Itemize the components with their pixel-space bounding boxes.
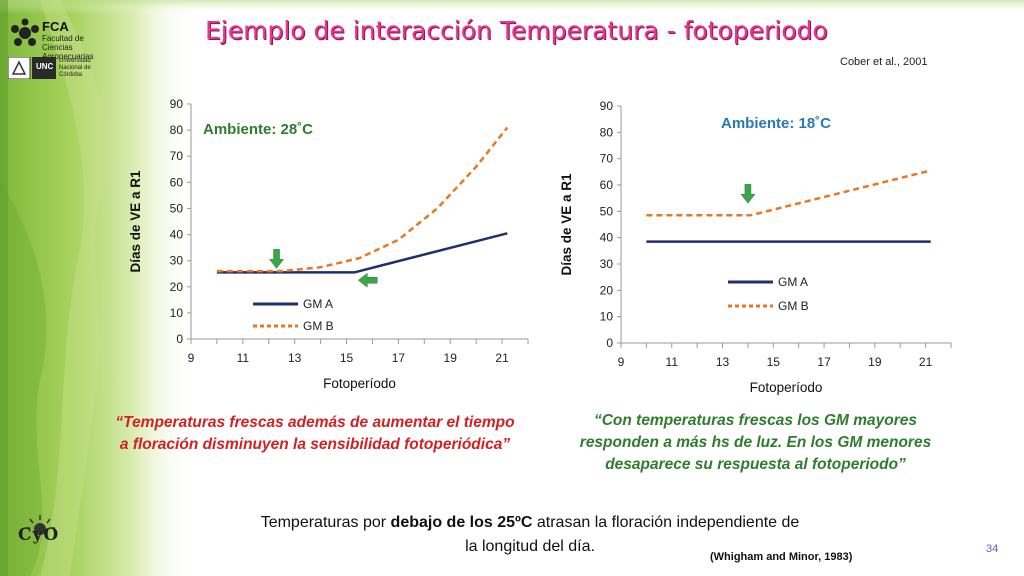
arrow-left-icon [357,272,378,288]
y-tick-label: 20 [600,283,614,297]
fca-logo: FCA Facultad de Ciencias Agropecuarias [8,18,94,61]
series-line-gm-a [216,232,508,274]
environment-annotation: Ambiente: 28˚C [203,121,313,138]
x-tick-label: 19 [444,351,458,365]
unc-name: UNC [36,62,54,71]
y-tick-label: 40 [600,231,614,245]
footer-text-post: atrasan la floración independiente de la… [465,514,800,555]
series-line-gm-b [646,169,932,217]
footer-text-bold: debajo de los 25ºC [390,514,533,531]
chart-18c: 0 10 20 30 40 50 60 70 80 90 9 11 13 15 17 19 21 Fotoperí… [559,99,952,395]
x-tick-label: 9 [618,355,625,369]
x-axis-label: Fotoperíodo [323,376,396,391]
y-tick-label: 20 [170,280,184,294]
chart-28c: 0 10 20 30 40 50 60 70 80 90 9 11 13 15 17 19 21 Fotoperí… [128,97,529,391]
environment-annotation: Ambiente: 18˚C [721,115,831,132]
quote-right: “Con temperaturas frescas los GM mayores… [579,412,932,473]
y-axis-label: Días de VE a R1 [559,173,574,276]
y-tick-label: 70 [170,149,184,163]
page-number: 34 [986,543,999,555]
y-tick-label: 10 [170,306,184,320]
legend-label: GM A [303,297,333,311]
y-tick-label: 50 [170,201,184,215]
arrow-down-icon [740,183,756,204]
y-tick-label: 40 [170,228,184,242]
y-tick-label: 30 [170,254,184,268]
y-tick-label: 80 [170,123,184,137]
x-tick-label: 15 [340,351,354,365]
footer-statement: Temperaturas por debajo de los 25ºC atra… [260,511,800,559]
sun-icon [25,515,55,535]
x-tick-label: 17 [392,351,406,365]
fca-emblem-icon [11,18,39,46]
y-tick-label: 0 [606,336,613,350]
citation: Cober et al., 2001 [840,56,928,68]
unc-logo: UNC Universidad Nacional de Córdoba [7,56,91,84]
x-tick-label: 13 [716,355,730,369]
slide-title: Ejemplo de interacción Temperatura - fot… [205,16,828,45]
y-tick-label: 30 [600,257,614,271]
legend-label: GM B [778,299,809,313]
x-tick-label: 21 [919,355,933,369]
legend-label: GM B [303,319,334,333]
y-tick-label: 90 [170,97,184,111]
unc-subtitle: Universidad Nacional de Córdoba [59,58,91,78]
y-axis-label: Días de VE a R1 [128,170,143,273]
fca-subtitle: Facultad de Ciencias Agropecuarias [42,34,94,61]
y-tick-label: 10 [600,310,614,324]
series-line-gm-b [216,126,509,273]
cyo-logo: CyO [12,515,68,546]
x-tick-label: 19 [868,355,882,369]
legend-label: GM A [778,275,808,289]
cyo-name: CyO [18,525,60,545]
y-tick-label: 0 [176,332,183,346]
x-tick-label: 11 [666,355,679,369]
y-tick-label: 60 [170,175,184,189]
fca-name: FCA [42,19,69,34]
y-tick-label: 60 [600,178,614,192]
y-tick-label: 50 [600,204,614,218]
y-tick-label: 80 [600,125,614,139]
reference: (Whigham and Minor, 1983) [710,551,853,563]
y-tick-label: 70 [600,152,614,166]
x-tick-label: 13 [288,351,302,365]
footer-text-pre: Temperaturas por [260,514,391,531]
x-tick-label: 11 [237,351,250,365]
x-tick-label: 9 [188,351,195,365]
x-axis-label: Fotoperíodo [750,380,823,395]
y-tick-label: 90 [600,99,614,113]
x-tick-label: 17 [817,355,831,369]
quote-left: “Temperaturas frescas además de aumentar… [115,414,515,453]
x-tick-label: 21 [495,351,509,365]
x-tick-label: 15 [767,355,781,369]
arrow-down-icon [269,249,285,269]
